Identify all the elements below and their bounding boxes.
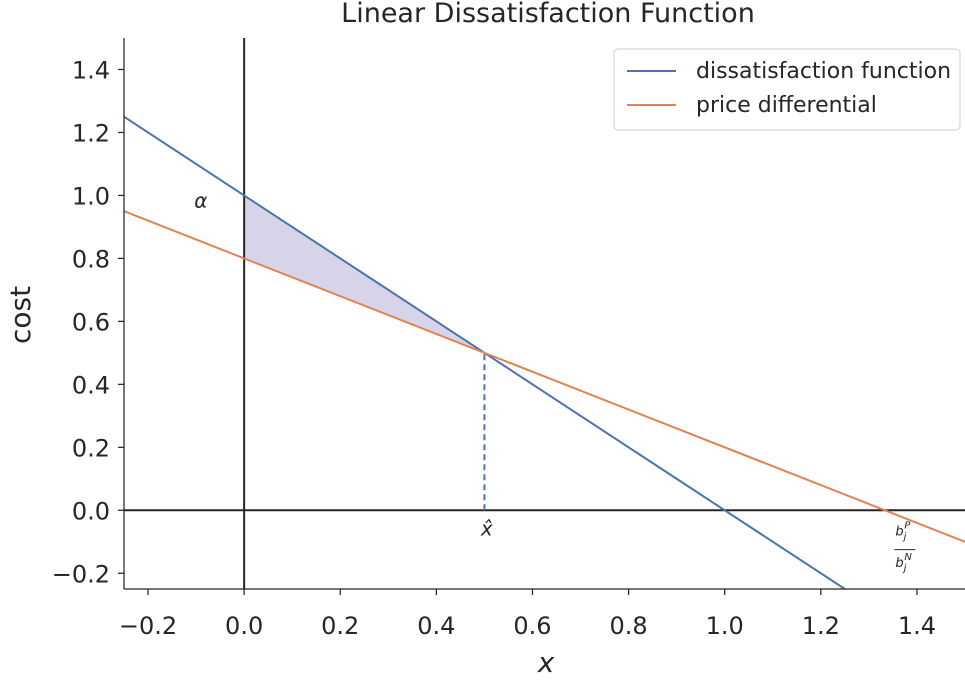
fraction-denominator: bjN xyxy=(895,552,912,574)
alpha-annotation: α xyxy=(194,189,207,213)
price-differential-line xyxy=(124,210,965,543)
legend: dissatisfaction function price different… xyxy=(613,48,961,131)
y-tick-label: −0.2 xyxy=(52,560,110,588)
y-tick-label: 0.0 xyxy=(72,497,110,525)
x-axis-label: x xyxy=(537,646,555,679)
y-tick-label: 0.2 xyxy=(72,434,110,462)
y-tick-label: 1.4 xyxy=(72,56,110,84)
legend-label-dissatisfaction: dissatisfaction function xyxy=(696,59,951,84)
y-tick-label: 0.6 xyxy=(72,308,110,336)
x-tick-label: 0.2 xyxy=(321,612,359,640)
y-tick-label: 0.4 xyxy=(72,371,110,399)
xhat-annotation: x̂ xyxy=(480,516,493,540)
y-axis-label: cost xyxy=(4,286,37,344)
legend-frame xyxy=(613,48,961,131)
x-tick-label: 0.4 xyxy=(417,612,455,640)
y-tick-label: 0.8 xyxy=(72,245,110,273)
chart-title: Linear Dissatisfaction Function xyxy=(341,0,755,29)
x-tick-label: 0.0 xyxy=(225,612,263,640)
x-tick-label: 1.4 xyxy=(898,612,936,640)
x-tick-label: −0.2 xyxy=(119,612,177,640)
x-tick-label: 0.6 xyxy=(513,612,551,640)
legend-label-price: price differential xyxy=(696,93,877,118)
x-tick-label: 1.0 xyxy=(706,612,744,640)
plot-area: −0.2 0.0 0.2 0.4 0.6 0.8 1.0 1.2 1.4 −0.2 0.0 0.2 0.… xyxy=(52,38,965,640)
y-tick-label: 1.2 xyxy=(72,119,110,147)
x-tick-label: 1.2 xyxy=(802,612,840,640)
fraction-numerator: bjP xyxy=(895,520,911,542)
y-tick-label: 1.0 xyxy=(72,182,110,210)
x-tick-label: 0.8 xyxy=(610,612,648,640)
